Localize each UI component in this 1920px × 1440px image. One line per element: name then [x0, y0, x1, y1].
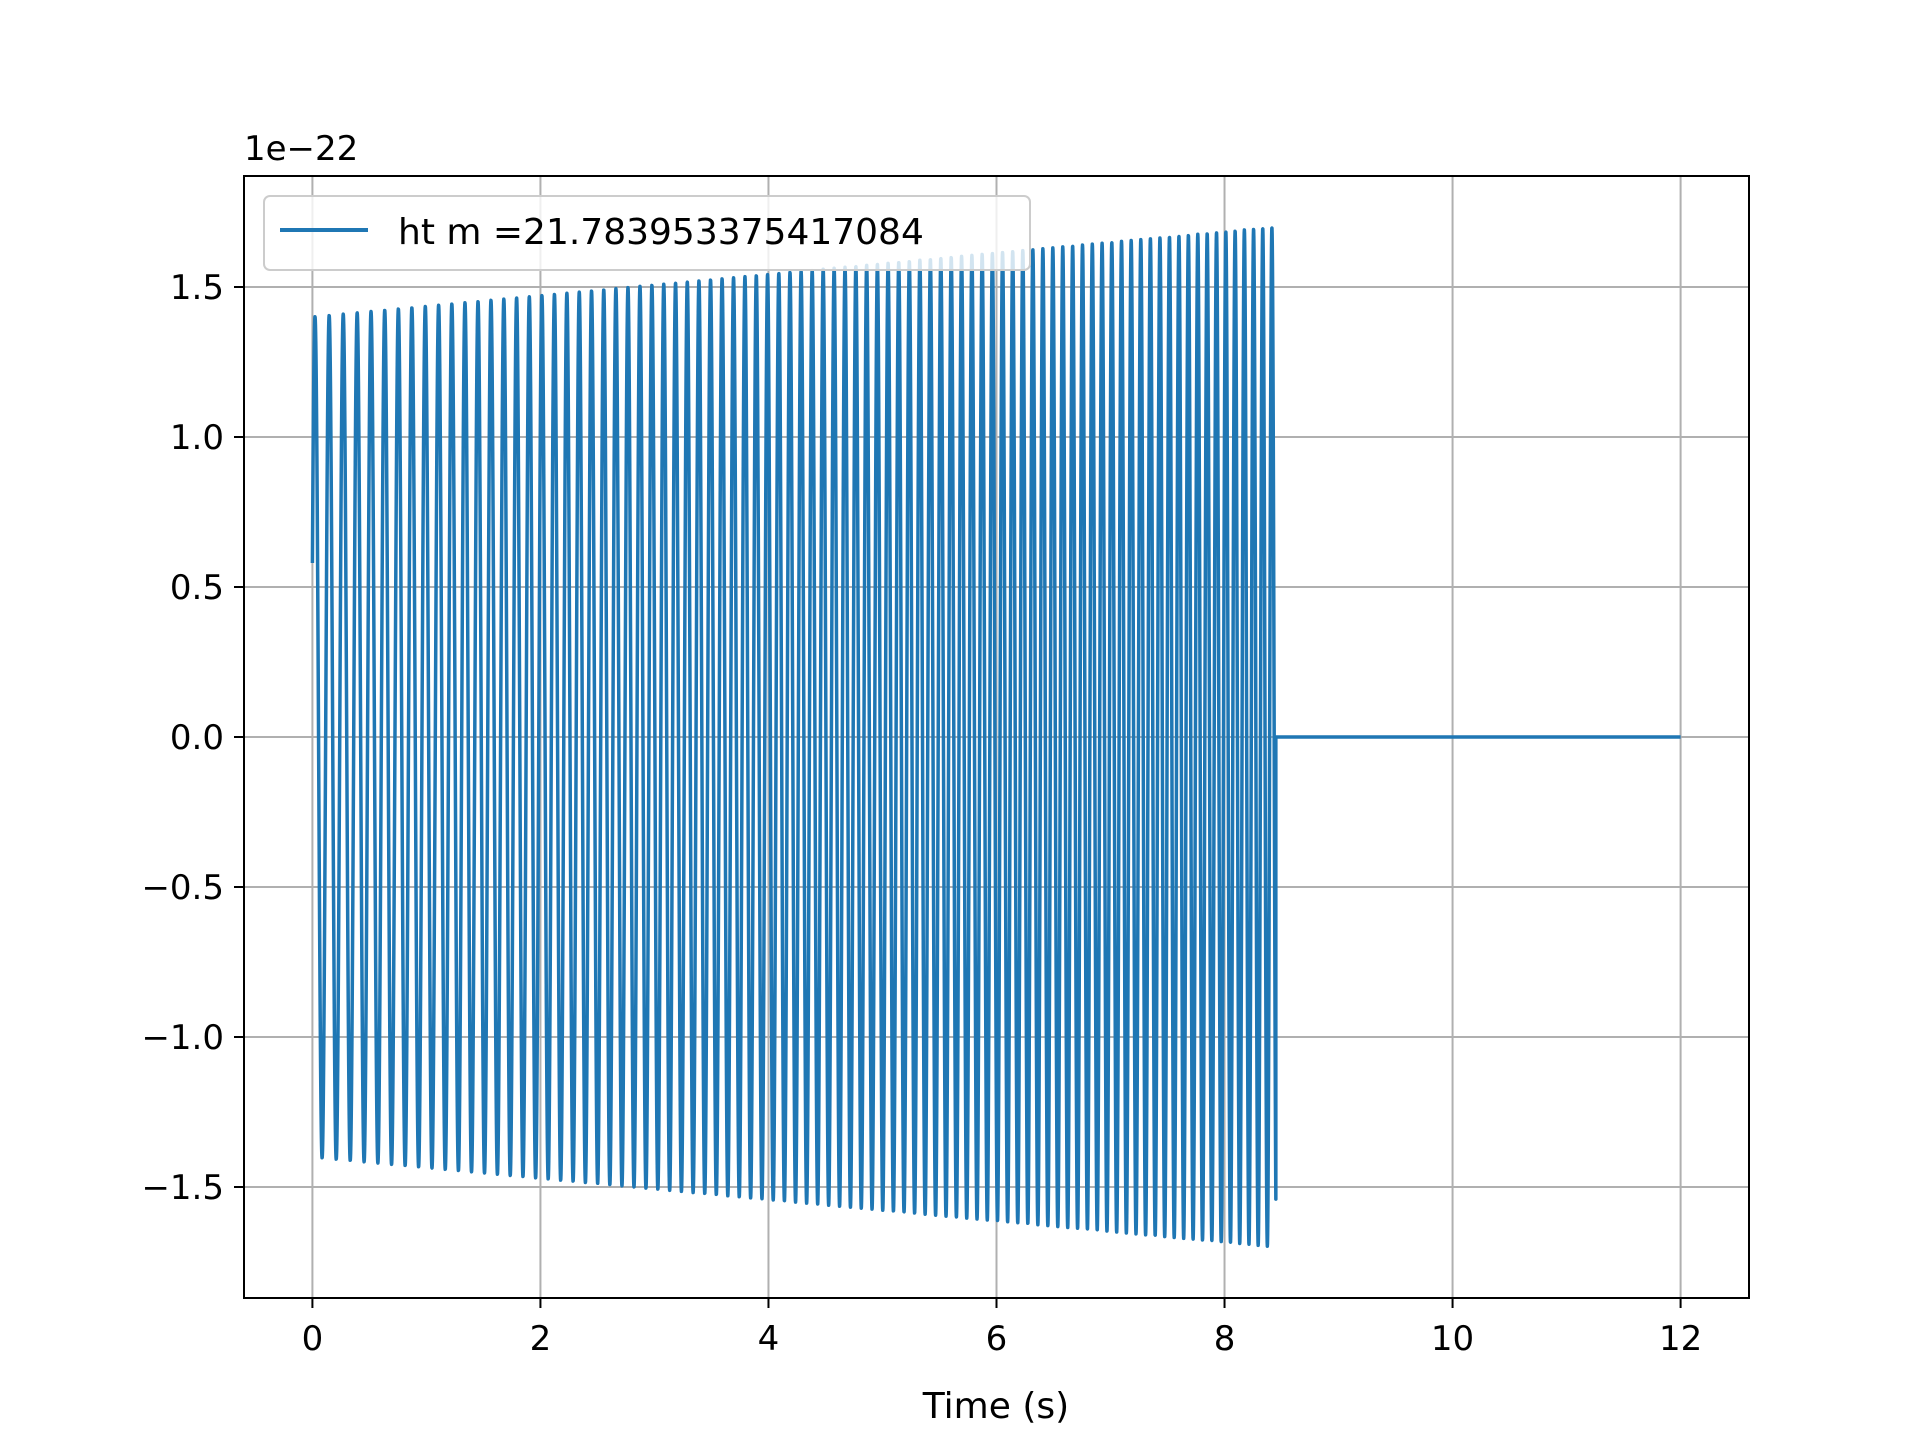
legend-box	[263, 195, 1031, 271]
y-tick-label: −1.5	[141, 1168, 224, 1208]
x-tick-label: 10	[1431, 1319, 1474, 1359]
y-tick-label: 0.5	[170, 568, 224, 608]
series-layer	[310, 226, 1681, 1248]
x-tick-label: 12	[1659, 1319, 1702, 1359]
x-tick-label: 6	[986, 1319, 1008, 1359]
x-tick-label: 0	[302, 1319, 324, 1359]
ticks: 0 2 4 6 8 10 12 −1.5 −1.0 −0.5 0.0 0.5 1.0 1.5	[141, 268, 1702, 1359]
x-tick-label: 2	[530, 1319, 552, 1359]
x-tick-label: 8	[1214, 1319, 1236, 1359]
legend: ht m =21.783953375417084	[263, 195, 1031, 271]
x-tick-label: 4	[758, 1319, 780, 1359]
legend-entry: ht m =21.783953375417084	[398, 212, 924, 253]
offset-label: 1e−22	[244, 129, 358, 169]
y-tick-label: 1.5	[170, 268, 224, 308]
series-line	[310, 226, 1681, 1248]
y-tick-label: 0.0	[170, 718, 224, 758]
y-tick-label: −0.5	[141, 868, 224, 908]
y-tick-label: 1.0	[170, 418, 224, 458]
y-tick-label: −1.0	[141, 1018, 224, 1058]
x-axis-label: Time (s)	[922, 1386, 1069, 1427]
